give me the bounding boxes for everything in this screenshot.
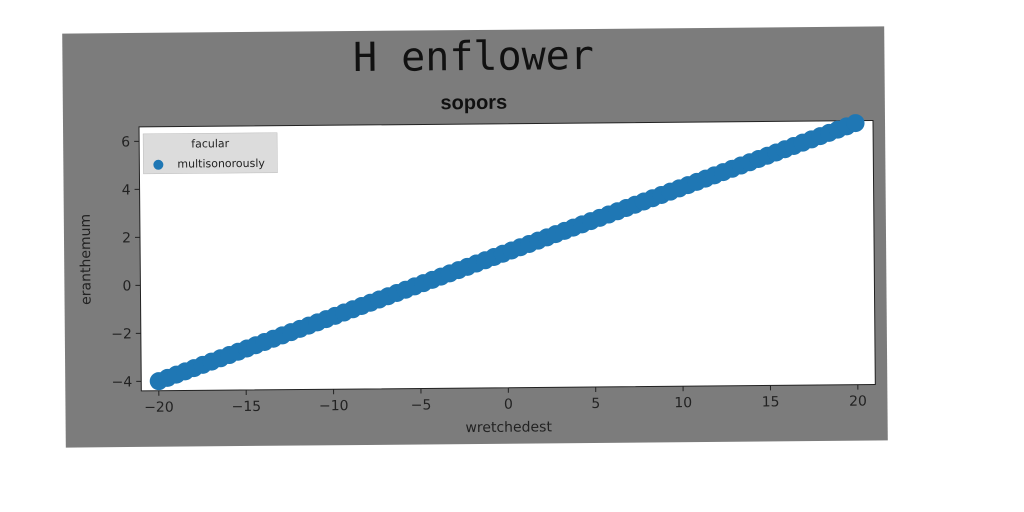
x-tick-label: 0 xyxy=(504,397,513,413)
y-tick-label: 2 xyxy=(122,230,131,246)
x-tick-label: 10 xyxy=(674,395,692,411)
x-tick-label: −5 xyxy=(411,397,432,413)
x-tick-label: −10 xyxy=(319,398,349,414)
x-tick-label: 5 xyxy=(591,396,600,412)
y-tick-label: 0 xyxy=(122,278,131,294)
x-tick-label: 20 xyxy=(849,394,867,410)
legend-title: facular xyxy=(191,137,230,150)
legend-box xyxy=(142,132,278,175)
data-point xyxy=(846,114,865,133)
chart-figure: H enflower sopors −4 −2 0 2 4 6 −20 −15 −10 −5 0 5… xyxy=(62,26,888,448)
x-tick-label: −20 xyxy=(144,400,174,416)
data-points xyxy=(149,114,865,391)
x-tick-label: 15 xyxy=(762,394,780,410)
legend: facular multisonorously xyxy=(142,132,278,175)
legend-marker xyxy=(153,159,164,170)
y-tick-label: −2 xyxy=(111,326,132,342)
x-axis-label: wretchedest xyxy=(465,419,552,436)
legend-entry-label: multisonorously xyxy=(177,157,265,171)
y-axis-label: eranthemum xyxy=(78,214,95,305)
y-tick-label: 4 xyxy=(122,182,131,198)
x-axis-ticks: −20 −15 −10 −5 0 5 10 15 20 xyxy=(144,384,867,416)
x-tick-label: −15 xyxy=(231,399,261,415)
y-axis-ticks: −4 −2 0 2 4 6 xyxy=(111,134,142,391)
y-tick-label: 6 xyxy=(121,134,130,150)
y-tick-label: −4 xyxy=(112,374,133,390)
